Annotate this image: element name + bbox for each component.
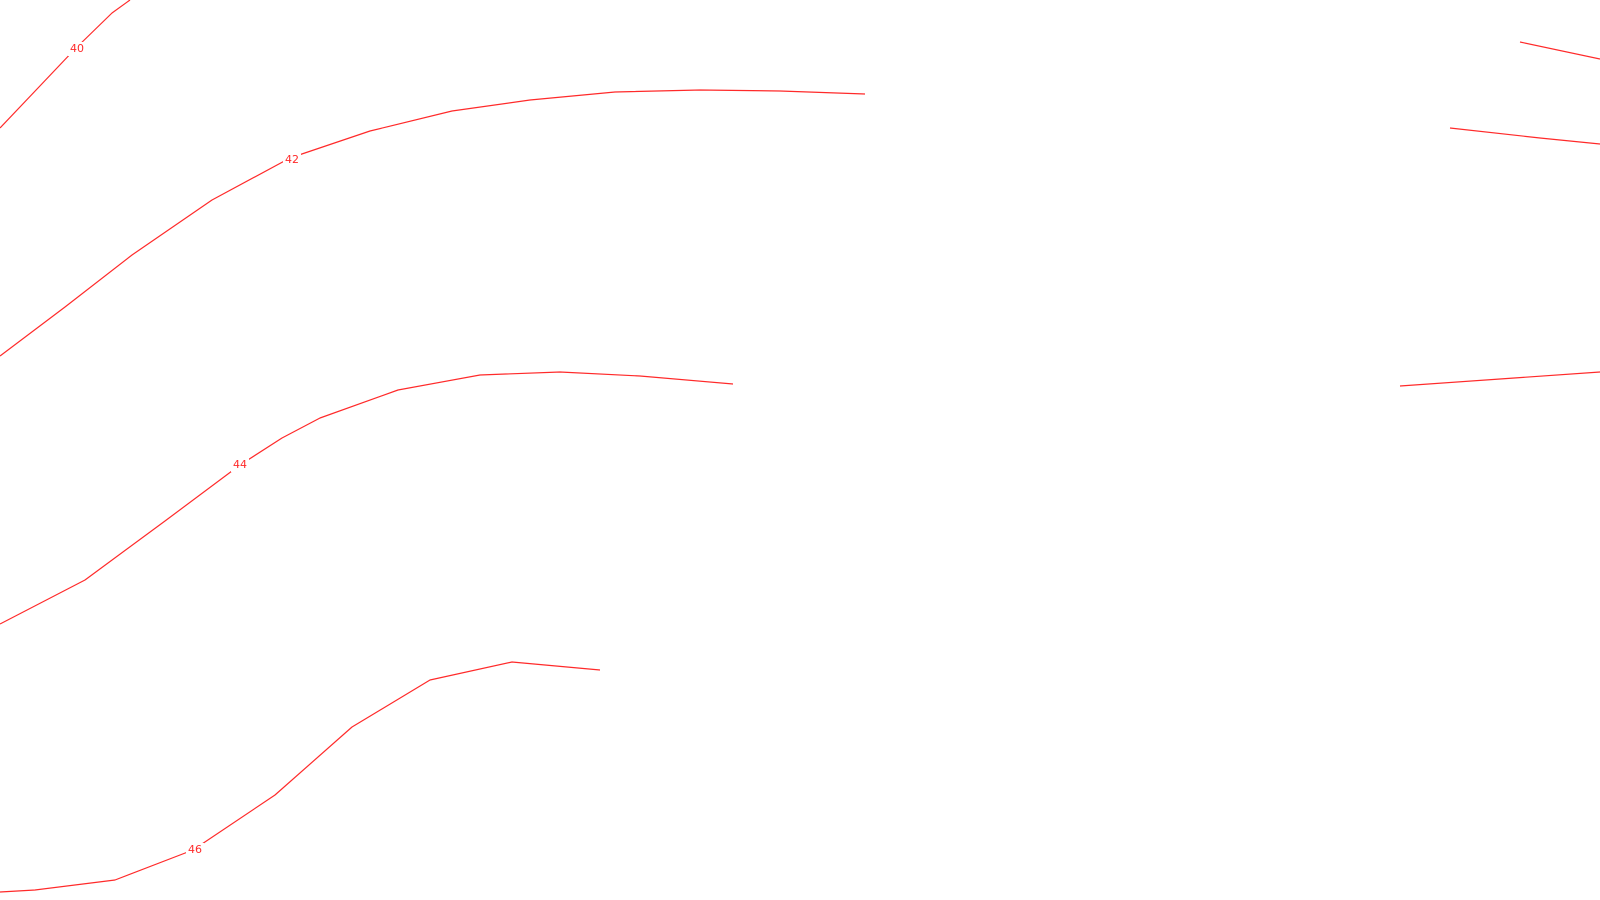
contour-line xyxy=(1399,371,1600,387)
contour-label-background xyxy=(186,843,204,857)
contour-label-44: 44 xyxy=(233,458,247,471)
contour-label-46: 46 xyxy=(188,843,202,856)
contour-label-layer: 40 42 44 46 xyxy=(68,42,301,857)
contour-line xyxy=(1519,41,1600,60)
contour-label-background xyxy=(68,42,86,56)
contour-line-42 xyxy=(0,89,866,357)
contour-label-background xyxy=(283,153,301,167)
contour-label-background xyxy=(231,458,249,472)
contour-line-44 xyxy=(0,371,734,625)
contour-label-42: 42 xyxy=(285,153,299,166)
contour-line-46 xyxy=(0,661,601,893)
contour-line xyxy=(1449,127,1600,145)
contour-label-40: 40 xyxy=(70,42,84,55)
